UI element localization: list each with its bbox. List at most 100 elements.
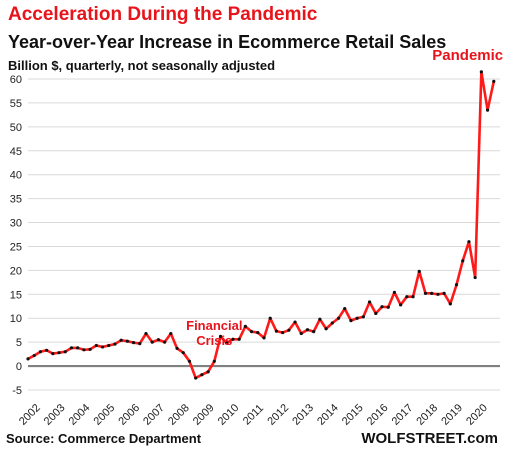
data-point xyxy=(361,315,365,319)
data-point xyxy=(399,303,403,307)
data-point xyxy=(386,305,390,309)
data-point xyxy=(274,329,279,333)
data-point xyxy=(442,291,446,295)
data-point xyxy=(312,330,316,334)
data-point xyxy=(380,305,384,309)
y-tick-label: 30 xyxy=(10,218,22,230)
y-tick-label: 40 xyxy=(10,170,22,182)
data-point xyxy=(336,316,341,320)
data-point xyxy=(45,348,49,352)
data-point xyxy=(69,346,74,350)
x-tick-label: 2002 xyxy=(17,402,43,428)
data-point xyxy=(32,353,36,358)
data-point xyxy=(281,330,285,335)
data-point xyxy=(392,290,397,294)
data-point xyxy=(454,283,459,287)
data-point xyxy=(100,345,105,349)
data-point xyxy=(473,275,477,280)
chart-units: Billion $, quarterly, not seasonally adj… xyxy=(8,58,276,73)
data-point xyxy=(262,336,266,340)
series-layer xyxy=(26,70,496,380)
y-tick-label: 35 xyxy=(10,194,22,206)
data-point xyxy=(125,339,129,343)
data-point xyxy=(436,292,440,296)
y-tick-label: -5 xyxy=(12,385,22,397)
data-point xyxy=(94,343,98,348)
y-tick-label: 45 xyxy=(10,146,22,158)
x-tick-label: 2009 xyxy=(191,402,217,428)
data-point xyxy=(293,320,297,324)
y-tick-label: 50 xyxy=(10,122,22,134)
data-point xyxy=(88,347,92,351)
data-point xyxy=(113,342,117,346)
data-point xyxy=(349,319,353,323)
y-axis-ticks: -5 0 5 10 15 20 25 30 35 40 45 50 55 60 xyxy=(10,74,22,397)
data-point xyxy=(268,316,272,320)
data-point xyxy=(38,350,43,354)
x-tick-label: 2005 xyxy=(92,402,118,428)
data-point xyxy=(256,330,260,335)
y-tick-label: 15 xyxy=(10,289,22,301)
data-point xyxy=(374,311,378,316)
data-point xyxy=(461,259,465,263)
data-point xyxy=(287,328,291,332)
data-point xyxy=(26,357,30,361)
y-tick-label: 25 xyxy=(10,241,22,253)
gridlines xyxy=(28,78,500,391)
x-tick-label: 2006 xyxy=(116,402,142,428)
annotation-label: Pandemic xyxy=(432,47,503,64)
data-point xyxy=(76,346,80,350)
y-tick-label: 5 xyxy=(16,337,22,349)
x-tick-label: 2012 xyxy=(265,402,291,428)
data-point xyxy=(169,331,173,336)
x-tick-label: 2003 xyxy=(42,402,68,428)
data-point xyxy=(448,302,452,306)
x-tick-label: 2014 xyxy=(315,402,341,428)
x-tick-label: 2004 xyxy=(67,402,93,428)
data-point xyxy=(411,295,415,299)
chart-title: Acceleration During the Pandemic xyxy=(8,4,318,25)
data-point xyxy=(51,352,55,356)
data-point xyxy=(243,324,247,328)
data-point xyxy=(156,338,161,342)
y-tick-label: 60 xyxy=(10,74,22,86)
data-point xyxy=(57,351,61,355)
data-point xyxy=(225,341,229,345)
data-point xyxy=(194,376,198,380)
data-point xyxy=(405,295,409,299)
data-point xyxy=(343,307,347,311)
data-point xyxy=(63,350,67,354)
data-point xyxy=(181,351,185,355)
annotation-label: Financial xyxy=(186,318,242,333)
data-point xyxy=(107,343,111,348)
data-point xyxy=(249,330,254,334)
data-point xyxy=(82,348,86,352)
x-tick-label: 2019 xyxy=(439,402,465,428)
data-point xyxy=(485,108,490,112)
data-point xyxy=(237,337,241,341)
data-point xyxy=(187,359,192,363)
data-point xyxy=(212,359,216,363)
data-point xyxy=(138,341,142,346)
data-point xyxy=(231,337,235,341)
brand-logo: WOLFSTREET.com xyxy=(361,430,498,447)
x-tick-label: 2020 xyxy=(464,402,490,428)
y-tick-label: 55 xyxy=(10,98,22,110)
x-tick-label: 2015 xyxy=(340,402,366,428)
x-tick-label: 2010 xyxy=(216,402,242,428)
data-point xyxy=(299,331,303,336)
data-point xyxy=(367,300,372,304)
x-tick-label: 2007 xyxy=(141,402,167,428)
data-point xyxy=(467,240,471,244)
x-tick-label: 2008 xyxy=(166,402,192,428)
data-point xyxy=(144,331,148,336)
source-note: Source: Commerce Department xyxy=(6,431,202,446)
data-point xyxy=(163,340,167,344)
y-tick-label: 20 xyxy=(10,265,22,277)
x-tick-label: 2017 xyxy=(390,402,416,428)
data-point xyxy=(318,317,322,321)
data-point xyxy=(479,70,483,74)
x-tick-label: 2016 xyxy=(365,402,391,428)
